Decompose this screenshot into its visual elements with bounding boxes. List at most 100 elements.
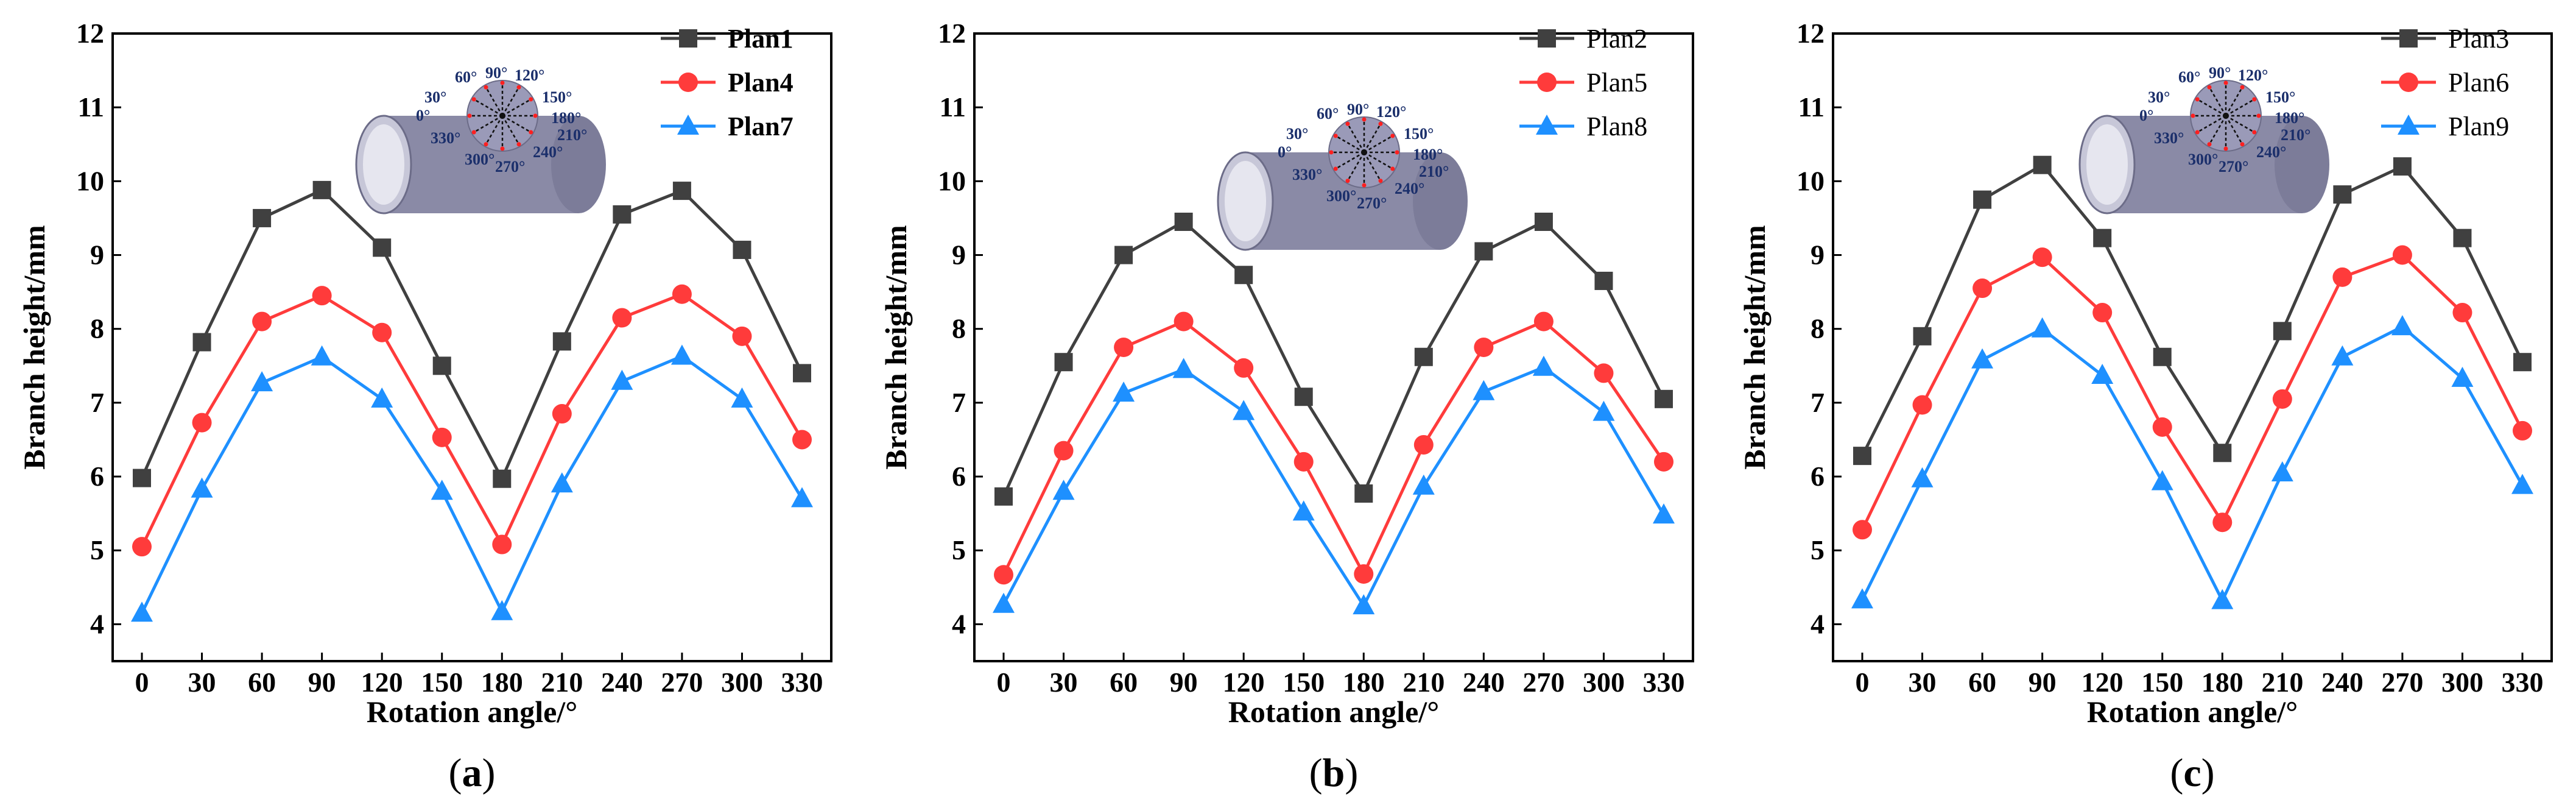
inset-angle-label: 180°	[1413, 146, 1443, 163]
inset-angle-label: 0°	[2139, 107, 2153, 124]
data-point	[432, 427, 452, 447]
data-point	[2152, 417, 2172, 437]
data-point	[311, 345, 333, 366]
data-point	[132, 537, 152, 557]
y-tick-label: 6	[1811, 461, 1825, 492]
inset-angle-label: 30°	[424, 88, 446, 106]
data-point	[2271, 461, 2293, 481]
data-point	[2091, 364, 2114, 385]
data-point	[1594, 271, 1613, 290]
series-line	[1860, 163, 2524, 457]
y-tick-label: 11	[940, 91, 966, 122]
legend-label: Plan4	[728, 68, 794, 97]
legend-label: Plan1	[728, 24, 794, 54]
data-point	[994, 565, 1013, 585]
data-point	[1234, 358, 1254, 378]
series-Plan6	[1853, 245, 2532, 540]
data-point	[1414, 347, 1433, 366]
data-point	[672, 284, 692, 304]
data-point	[1114, 338, 1134, 357]
inset-angle-label: 330°	[2154, 129, 2184, 147]
x-tick-label: 120	[1223, 667, 1265, 698]
x-tick-label: 150	[1283, 667, 1325, 698]
x-tick-label: 240	[1463, 667, 1505, 698]
inset-angle-label: 30°	[1286, 125, 1308, 143]
y-tick-label: 10	[1797, 165, 1825, 196]
inset-angle-label: 210°	[1419, 163, 1449, 180]
data-point	[1912, 395, 1932, 415]
data-point	[1594, 363, 1614, 383]
x-tick-label: 30	[188, 667, 216, 698]
data-point	[1655, 389, 1673, 408]
data-point	[1353, 594, 1375, 615]
data-point	[131, 601, 153, 622]
x-tick-label: 60	[1968, 667, 1996, 698]
data-point	[2272, 389, 2292, 409]
y-tick-label: 7	[90, 387, 104, 418]
data-point	[1972, 278, 1993, 299]
x-tick-label: 90	[308, 667, 336, 698]
series-Plan2	[994, 213, 1673, 506]
data-point	[1851, 588, 1873, 609]
data-point	[2393, 157, 2412, 176]
data-point	[373, 238, 392, 257]
x-tick-label: 330	[2502, 667, 2544, 698]
legend: Plan2 Plan5 Plan8	[1519, 24, 1647, 141]
data-point	[612, 308, 632, 328]
data-point	[2032, 247, 2052, 268]
y-tick-label: 12	[1797, 18, 1825, 49]
x-axis-title: Rotation angle/°	[1228, 695, 1439, 729]
legend: Plan3 Plan6 Plan9	[2381, 24, 2509, 141]
data-point	[670, 344, 693, 365]
x-tick-label: 120	[2082, 667, 2124, 698]
inset-angle-label: 330°	[1292, 166, 1322, 183]
x-tick-label: 330	[1643, 667, 1685, 698]
x-tick-label: 180	[1343, 667, 1385, 698]
plot-frame	[973, 32, 1694, 662]
inset-angle-label: 300°	[2188, 151, 2218, 168]
x-tick-label: 0	[135, 667, 149, 698]
data-point	[431, 480, 453, 500]
data-point	[1853, 520, 1872, 540]
legend-marker	[2399, 29, 2418, 48]
data-point	[1653, 503, 1675, 524]
series-line	[140, 188, 804, 483]
series-line	[1002, 219, 1666, 497]
data-point	[2212, 512, 2233, 533]
y-axis-title: Branch height/mm	[17, 225, 51, 469]
x-tick-label: 90	[1170, 667, 1198, 698]
legend-label: Plan3	[2448, 24, 2509, 54]
data-point	[492, 534, 512, 555]
data-point	[2273, 322, 2292, 341]
legend-label: Plan8	[1586, 112, 1647, 141]
series-line	[1002, 319, 1666, 578]
inset-angle-label: 270°	[1357, 194, 1387, 212]
pipe-inset-1: 60° 90° 120° 30° 150° 0° 180° 330° 210° 300° 240° 2…	[1217, 101, 1468, 251]
data-point	[1474, 338, 1494, 357]
y-tick-label: 5	[90, 534, 104, 565]
data-point	[1174, 213, 1193, 231]
inset-angle-label: 90°	[485, 64, 507, 82]
data-point	[2092, 303, 2113, 323]
data-point	[793, 364, 811, 383]
plot-frame	[111, 32, 832, 662]
data-point	[1054, 353, 1073, 372]
y-tick-label: 4	[1811, 608, 1825, 639]
data-point	[1354, 484, 1373, 503]
data-point	[731, 387, 753, 408]
series-Plan1	[133, 180, 811, 488]
y-axis-title: Branch height/mm	[879, 225, 913, 469]
y-tick-label: 4	[90, 608, 104, 639]
data-point	[312, 286, 332, 306]
data-point	[1654, 452, 1673, 472]
x-tick-label: 180	[481, 667, 523, 698]
data-point	[791, 487, 813, 508]
data-point	[672, 182, 691, 200]
x-tick-label: 210	[2261, 667, 2303, 698]
x-tick-label: 270	[2381, 667, 2423, 698]
data-point	[493, 469, 512, 488]
legend-marker	[1537, 73, 1557, 92]
x-tick-label: 60	[248, 667, 276, 698]
x-tick-label: 60	[1110, 667, 1138, 698]
